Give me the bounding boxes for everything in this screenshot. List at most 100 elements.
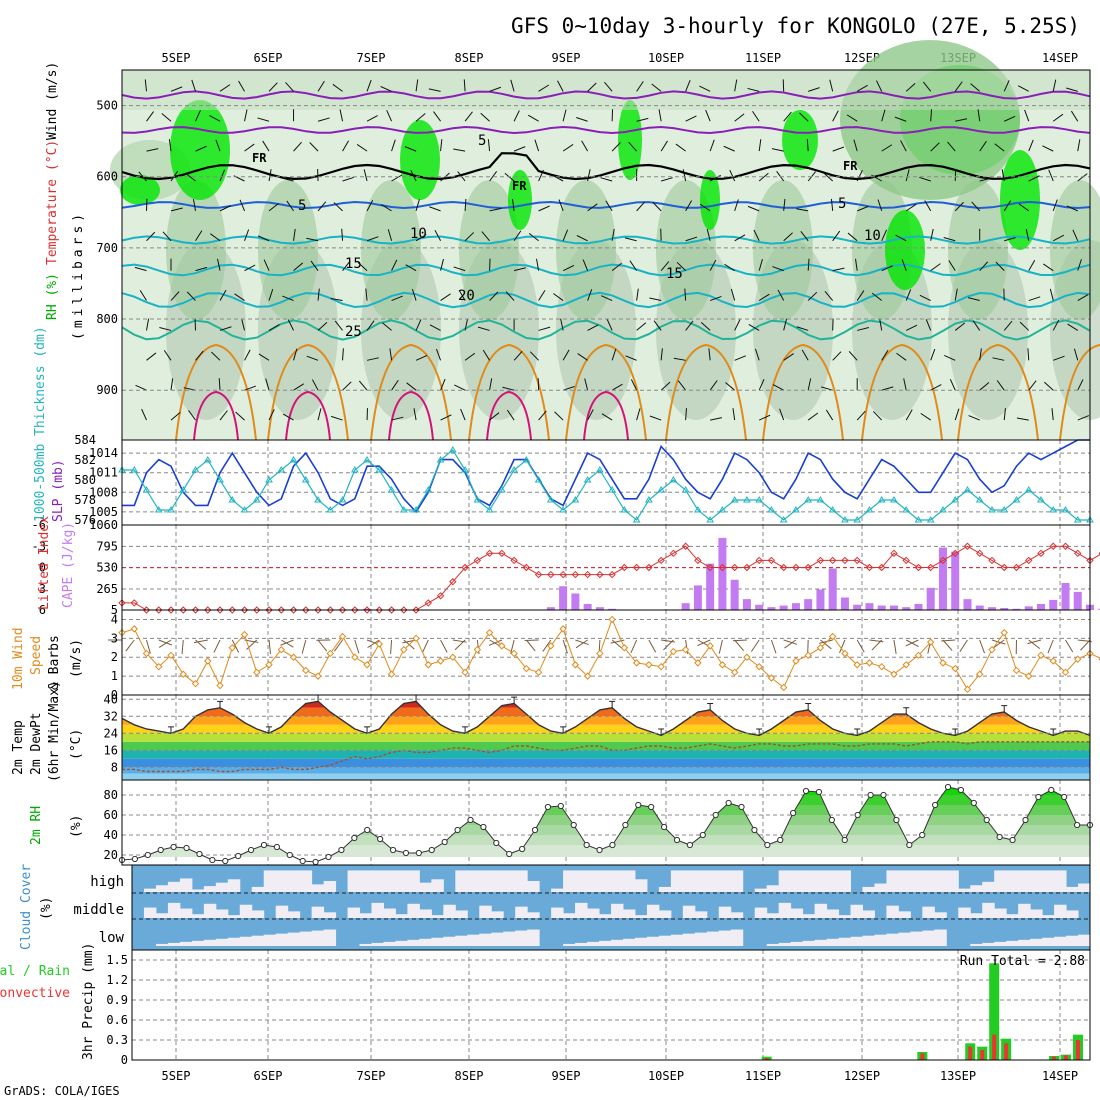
- cape-bar: [951, 551, 960, 610]
- wind-barb: [219, 326, 232, 331]
- wind-barb: [979, 261, 989, 271]
- li-point: [351, 606, 359, 614]
- cloud-cell: [994, 870, 1007, 892]
- wind-barb: [387, 229, 393, 241]
- rh-point: [493, 839, 500, 847]
- wind-barb: [587, 82, 597, 92]
- cloud-cell: [287, 911, 301, 918]
- surface-barb: [663, 639, 674, 651]
- li-point: [485, 549, 494, 558]
- cloud-cell: [982, 942, 995, 946]
- cloud-cell: [371, 942, 384, 946]
- wind-barb: [1016, 417, 1029, 421]
- wind-barb: [219, 84, 231, 92]
- wind-speed-line: [121, 618, 1100, 691]
- cloud-cell: [323, 880, 337, 892]
- thickness-point: [975, 496, 984, 503]
- surface-barb: [488, 639, 503, 646]
- cloud-cell: [694, 932, 708, 946]
- freezing-label: FR: [512, 179, 527, 193]
- surface-barb: [525, 639, 536, 652]
- wind-barb: [342, 381, 352, 391]
- thickness-point: [559, 506, 567, 513]
- cloud-cell: [994, 908, 1007, 918]
- wind-barb: [146, 352, 157, 361]
- y-tick-label: -3: [32, 539, 46, 553]
- thickness-point: [681, 486, 690, 493]
- contour-label: 10: [864, 228, 881, 244]
- wind-barb: [356, 143, 368, 152]
- rh-point: [312, 858, 319, 866]
- wind-barb: [853, 139, 858, 152]
- wind-barb: [1003, 408, 1006, 421]
- cape-label: CAPE (J/kg): [61, 522, 76, 608]
- cloud-cell: [1078, 883, 1091, 892]
- cloud-cell: [886, 905, 899, 918]
- wind-barb: [506, 409, 515, 421]
- convective-bar: [764, 1058, 769, 1060]
- surface-barb: [770, 639, 777, 654]
- contour-label: 20: [458, 288, 475, 304]
- temp-band: [122, 773, 1090, 780]
- wind-barb: [972, 320, 981, 331]
- rh-patch: [656, 180, 716, 320]
- surface-barb: [575, 639, 589, 646]
- wind-barb: [653, 320, 662, 331]
- wind-barb: [979, 177, 992, 182]
- wind-speed-point: [424, 661, 433, 669]
- cloud-cell: [718, 906, 732, 918]
- cloud-cell: [670, 934, 684, 946]
- surface-barb: [280, 639, 294, 646]
- rh-point: [673, 836, 681, 844]
- wind-barb: [357, 262, 368, 272]
- li-point: [155, 606, 163, 614]
- wind-barb: [754, 348, 760, 361]
- rh-point: [841, 836, 848, 844]
- wind-barb: [138, 171, 147, 182]
- thickness-point: [522, 456, 531, 463]
- thickness-point: [387, 486, 396, 493]
- surface-barb: [942, 639, 953, 651]
- y-tick-label: 5: [111, 603, 118, 617]
- cloud-cell: [179, 908, 193, 918]
- wind-barb: [268, 203, 279, 212]
- wind-barb: [562, 229, 569, 241]
- rain-bar: [989, 963, 1000, 1060]
- li-point: [449, 577, 457, 586]
- cape-bar: [1012, 608, 1021, 610]
- freezing-line: [121, 152, 1091, 181]
- rh-patch: [508, 170, 532, 230]
- wind-barb: [930, 109, 933, 122]
- rh-point: [1048, 786, 1055, 794]
- surface-barb: [1027, 639, 1042, 645]
- wind-barb: [262, 140, 270, 152]
- wind-barb: [734, 319, 741, 331]
- wind-barb: [706, 229, 711, 241]
- rh-point: [1035, 793, 1042, 801]
- wind-barb: [195, 145, 207, 152]
- wind-barb: [244, 349, 251, 361]
- wind-barb: [257, 235, 270, 242]
- surface-barb: [1028, 639, 1041, 650]
- wind-barb: [611, 383, 623, 391]
- wind-barb: [685, 408, 687, 421]
- wind-barb: [881, 109, 886, 122]
- rh-point: [635, 801, 642, 809]
- cloud-cell: [227, 879, 241, 892]
- wind-barb: [487, 139, 491, 152]
- wind-barb: [330, 297, 343, 302]
- y-tick-label: 600: [96, 170, 118, 184]
- temp-loop: [762, 343, 844, 441]
- temperature-label: Temperature (°C): [45, 140, 60, 265]
- wind-barb: [896, 352, 907, 361]
- wind-barb: [624, 237, 637, 242]
- cloud-cell: [658, 935, 672, 946]
- cape-bar: [975, 605, 984, 610]
- rh-point: [544, 803, 552, 811]
- wind-barb: [636, 201, 646, 212]
- wind-barb: [709, 380, 718, 391]
- wind-barb: [1066, 87, 1078, 92]
- slp-label: SLP (mb): [51, 459, 66, 522]
- li-point: [130, 599, 138, 607]
